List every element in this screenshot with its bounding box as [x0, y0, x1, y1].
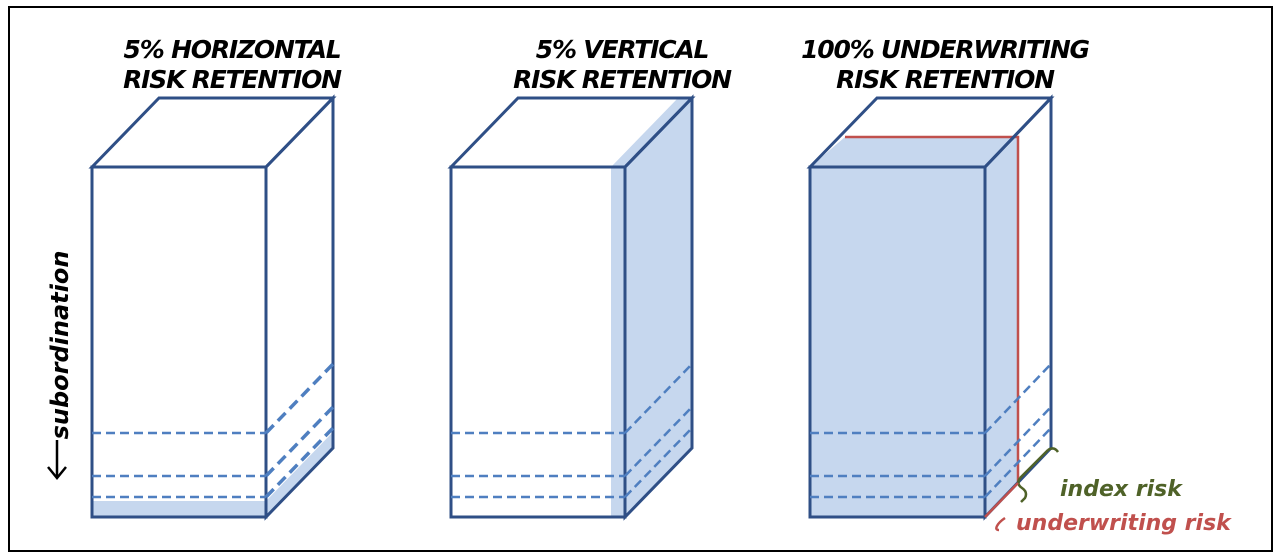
box-side-face	[264, 94, 335, 521]
panel-vertical: 5% VERTICAL RISK RETENTION	[447, 35, 733, 521]
underwriting-risk-brace	[984, 482, 1019, 532]
tranche-lines	[810, 363, 1052, 499]
retained-slice-side	[625, 98, 692, 517]
panel-horizontal: 5% HORIZONTAL RISK RETENTION	[88, 35, 343, 521]
panel-3-title-line2: RISK RETENTION	[836, 65, 1055, 94]
index-risk-brace	[1017, 447, 1060, 503]
box-front-face	[90, 165, 268, 519]
panel-1-title-line2: RISK RETENTION	[123, 65, 342, 94]
underwriting-risk-label: underwriting risk	[1016, 511, 1232, 536]
subordination-axis: subordination	[46, 251, 74, 480]
retained-slice-top	[611, 98, 692, 167]
retained-slice-front	[611, 167, 625, 517]
box-front-face	[449, 165, 627, 519]
panel-underwriting: 100% UNDERWRITING RISK RETENTION index r…	[801, 35, 1232, 536]
box-top-face	[88, 96, 337, 169]
tranche-lines	[92, 431, 266, 499]
panel-2-title-line2: RISK RETENTION	[513, 65, 732, 94]
arrowhead-icon	[47, 466, 67, 480]
panel-2-title-line1: 5% VERTICAL	[536, 35, 709, 64]
subordination-label: subordination	[46, 251, 74, 440]
retained-tranche-side	[266, 432, 333, 517]
retained-block-front	[810, 167, 985, 517]
retained-block-top	[810, 137, 1018, 167]
panel-3-title-line1: 100% UNDERWRITING	[801, 35, 1089, 64]
retained-tranche-front	[92, 501, 266, 517]
box-side-face	[623, 94, 694, 521]
underwriting-outline	[845, 135, 1020, 483]
index-risk-label: index risk	[1060, 477, 1183, 502]
retained-block-side	[985, 137, 1018, 517]
tranche-lines	[451, 363, 693, 499]
panel-1-title-line1: 5% HORIZONTAL	[124, 35, 341, 64]
